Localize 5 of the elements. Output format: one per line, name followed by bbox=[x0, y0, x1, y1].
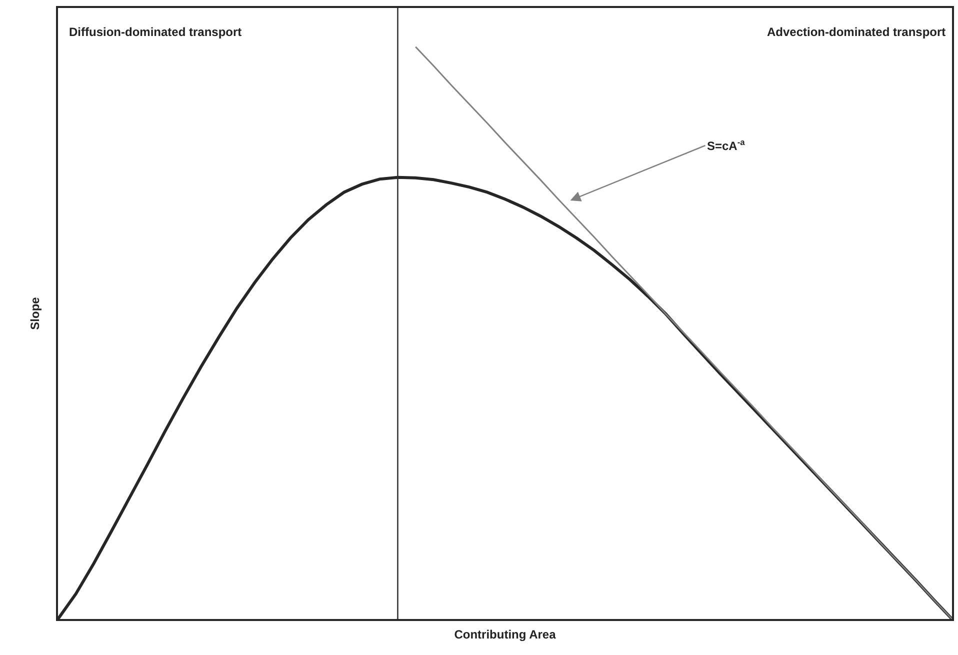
y-axis-title: Slope bbox=[28, 296, 42, 330]
text: Advection-dominated transport bbox=[767, 25, 946, 39]
text: Diffusion-dominated transport bbox=[69, 25, 242, 39]
x-axis-title: Contributing Area bbox=[454, 628, 556, 642]
annotation: S=cA$^{-a}$ bbox=[707, 137, 746, 154]
